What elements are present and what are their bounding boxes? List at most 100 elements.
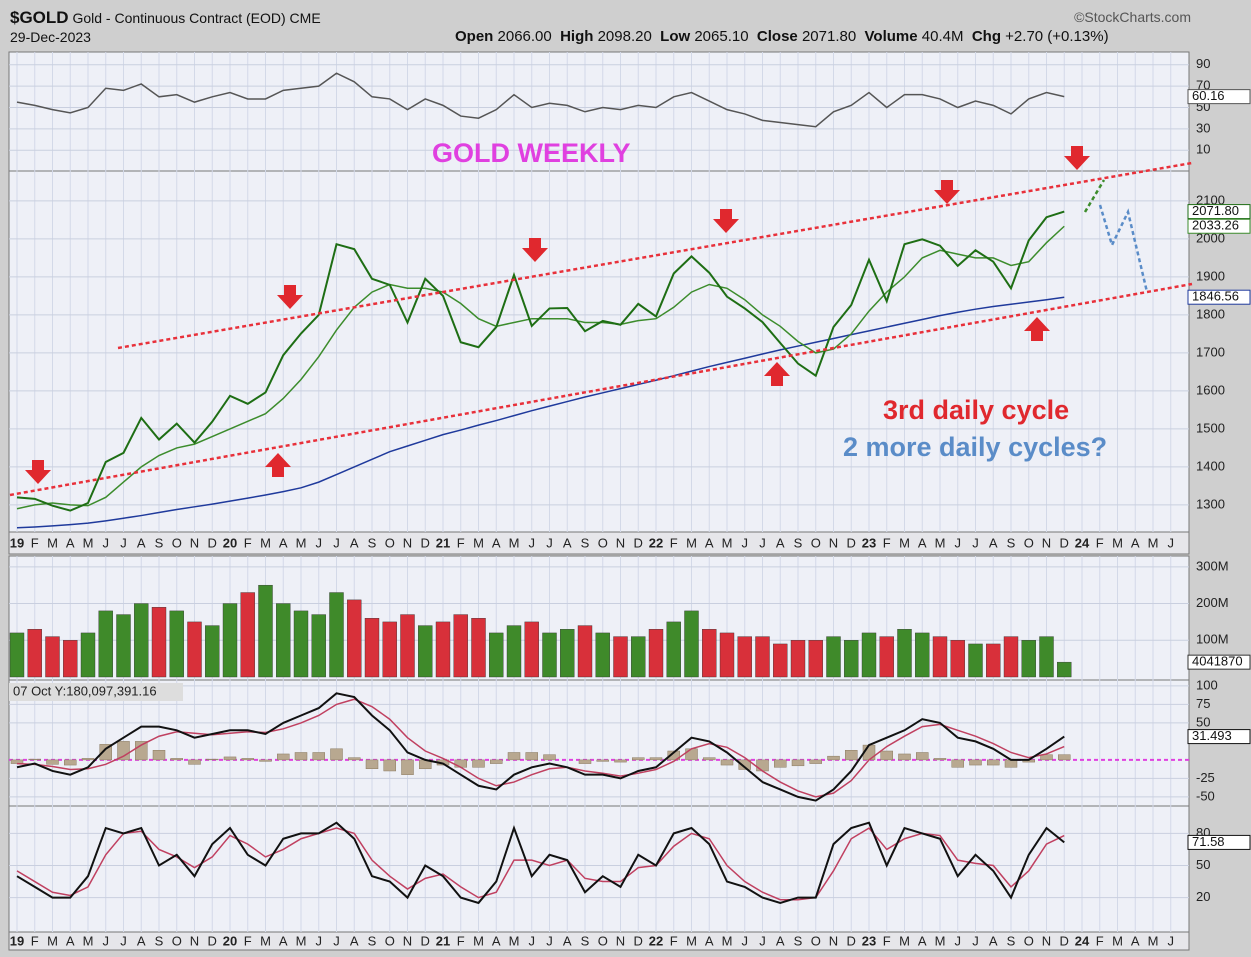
volume: 40.4M xyxy=(921,28,964,45)
low-label: Low xyxy=(660,28,691,45)
volume-bar xyxy=(364,618,380,678)
histogram-bar xyxy=(46,759,59,765)
volume-bar xyxy=(968,643,983,678)
histogram-bar xyxy=(987,759,1000,766)
x-tick-label: M xyxy=(296,933,307,948)
x-tick-label: 20 xyxy=(223,933,237,948)
chg: +2.70 (+0.13%) xyxy=(1005,28,1109,45)
volume-bar xyxy=(435,621,451,678)
y-tick-label: -50 xyxy=(1196,788,1215,803)
histogram-bar xyxy=(614,759,627,763)
histogram-bar xyxy=(81,758,95,761)
histogram-bar xyxy=(223,756,237,761)
x-tick-label: F xyxy=(1096,933,1104,948)
x-tick-label: J xyxy=(529,933,536,948)
x-tick-label: M xyxy=(1148,535,1159,550)
volume-bar xyxy=(187,621,202,678)
histogram-bar xyxy=(117,741,130,761)
volume-bar xyxy=(808,640,823,678)
header: $GOLD Gold - Continuous Contract (EOD) C… xyxy=(0,0,1251,50)
x-tick-label: M xyxy=(899,933,910,948)
x-axis-band xyxy=(8,931,1190,951)
volume-bar xyxy=(293,610,309,678)
title-row: $GOLD Gold - Continuous Contract (EOD) C… xyxy=(10,8,321,28)
histogram-bar xyxy=(383,759,396,772)
volume-bar xyxy=(897,629,912,678)
y-tick-label: 20 xyxy=(1196,889,1210,904)
contract-name: Gold - Continuous Contract (EOD) xyxy=(72,10,286,26)
y-tick-label: 2100 xyxy=(1196,192,1225,207)
x-tick-label: M xyxy=(935,535,946,550)
arrow-down xyxy=(934,180,960,204)
value-tag-label: 71.58 xyxy=(1192,834,1225,849)
value-tag-label: 1846.56 xyxy=(1192,289,1239,304)
x-tick-label: 19 xyxy=(10,535,24,550)
x-tick-label: S xyxy=(368,535,377,550)
volume-bar xyxy=(471,618,486,678)
arrow-up xyxy=(265,453,291,477)
histogram-bar xyxy=(330,748,343,761)
y-tick-label: 50 xyxy=(1196,857,1210,872)
volume-bar xyxy=(1021,640,1036,678)
x-tick-label: M xyxy=(1112,933,1123,948)
x-tick-label: A xyxy=(563,933,572,948)
x-tick-label: 20 xyxy=(223,535,237,550)
volume-bar xyxy=(755,636,770,678)
x-tick-label: M xyxy=(509,535,520,550)
x-tick-label: J xyxy=(120,933,127,948)
histogram-bar xyxy=(703,757,716,761)
annotation-box xyxy=(9,683,183,701)
y-tick-label: 90 xyxy=(1196,56,1210,71)
x-tick-label: O xyxy=(811,535,821,550)
x-tick-label: 23 xyxy=(862,933,876,948)
histogram-bar xyxy=(543,754,556,761)
volume-bar xyxy=(329,592,344,678)
y-tick-label: 100 xyxy=(1196,677,1218,692)
volume-bar xyxy=(542,632,557,678)
y-tick-label: 2000 xyxy=(1196,230,1225,245)
volume-bar xyxy=(613,636,628,678)
histogram-bar xyxy=(969,759,982,766)
histogram-bar xyxy=(791,759,805,767)
volume-bar xyxy=(27,629,42,678)
x-tick-label: M xyxy=(686,933,697,948)
volume-bar xyxy=(258,584,273,678)
x-tick-label: F xyxy=(31,535,39,550)
y-tick-label: 1800 xyxy=(1196,306,1225,321)
series-line xyxy=(16,821,1065,905)
histogram-bar xyxy=(632,757,645,761)
volume-bar xyxy=(205,625,220,678)
histogram-bar xyxy=(738,759,751,770)
volume-bar xyxy=(311,614,326,678)
x-tick-label: D xyxy=(208,535,217,550)
histogram-bar xyxy=(756,759,769,772)
volume-bar xyxy=(222,603,238,678)
y-tick-label: 1900 xyxy=(1196,268,1225,283)
y-tick-label: 200M xyxy=(1196,595,1229,610)
x-tick-label: A xyxy=(492,535,501,550)
volume-label: Volume xyxy=(864,28,918,45)
x-tick-label: S xyxy=(794,535,803,550)
x-tick-label: A xyxy=(705,535,714,550)
histogram-bar xyxy=(720,759,734,766)
y-tick-label: 10 xyxy=(1196,142,1210,157)
volume-bar xyxy=(45,636,60,678)
x-tick-label: S xyxy=(155,535,164,550)
x-tick-label: S xyxy=(1007,535,1016,550)
quote-row: Open 2066.00 High 2098.20 Low 2065.10 Cl… xyxy=(455,28,1109,45)
x-tick-label: A xyxy=(350,535,359,550)
x-tick-label: M xyxy=(260,535,271,550)
volume-bar xyxy=(453,614,468,678)
y-tick-label: 1500 xyxy=(1196,420,1225,435)
value-tag xyxy=(1187,654,1251,670)
histogram-bar xyxy=(578,759,592,764)
x-tick-label: M xyxy=(509,933,520,948)
value-tag-label: 4041870 xyxy=(1192,654,1243,669)
chg-label: Chg xyxy=(971,28,1001,45)
x-tick-label: N xyxy=(403,535,412,550)
exchange: CME xyxy=(289,10,321,26)
x-tick-label: S xyxy=(368,933,377,948)
x-tick-label: M xyxy=(83,535,94,550)
histogram-bar xyxy=(1004,759,1018,768)
annotation: 2 more daily cycles? xyxy=(843,432,1107,462)
